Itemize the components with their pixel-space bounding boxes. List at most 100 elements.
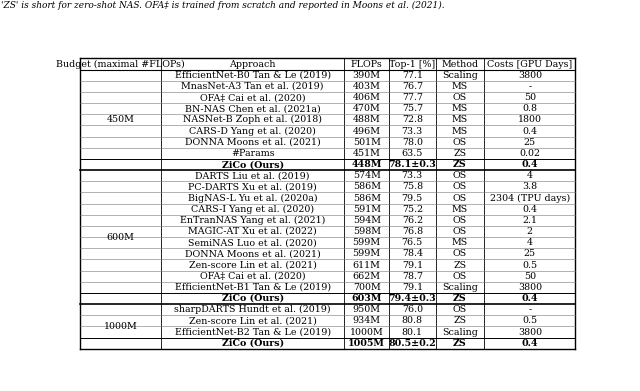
Text: MS: MS: [452, 104, 468, 113]
Text: 76.7: 76.7: [402, 82, 423, 91]
Text: OS: OS: [453, 93, 467, 102]
Text: OS: OS: [453, 272, 467, 281]
Text: CARS-D Yang et al. (2020): CARS-D Yang et al. (2020): [189, 126, 316, 136]
Text: 78.4: 78.4: [402, 249, 423, 258]
Text: OFA‡ Cai et al. (2020): OFA‡ Cai et al. (2020): [200, 93, 305, 102]
Text: 501M: 501M: [353, 138, 381, 147]
Text: Top-1 [%]: Top-1 [%]: [389, 59, 435, 68]
Text: 'ZS' is short for zero-shot NAS. OFA‡ is trained from scratch and reported in Mo: 'ZS' is short for zero-shot NAS. OFA‡ is…: [1, 1, 445, 10]
Text: 598M: 598M: [353, 227, 381, 236]
Text: 0.8: 0.8: [522, 104, 538, 113]
Text: 78.0: 78.0: [402, 138, 423, 147]
Text: NASNet-B Zoph et al. (2018): NASNet-B Zoph et al. (2018): [183, 115, 322, 124]
Text: -: -: [528, 305, 531, 314]
Text: 611M: 611M: [353, 260, 381, 269]
Text: 79.1: 79.1: [402, 260, 423, 269]
Text: OS: OS: [453, 138, 467, 147]
Text: 76.8: 76.8: [402, 227, 423, 236]
Text: 950M: 950M: [353, 305, 381, 314]
Text: ZS: ZS: [453, 149, 467, 158]
Text: EnTranNAS Yang et al. (2021): EnTranNAS Yang et al. (2021): [180, 216, 325, 225]
Text: sharpDARTS Hundt et al. (2019): sharpDARTS Hundt et al. (2019): [174, 305, 331, 314]
Text: 1000M: 1000M: [104, 322, 138, 331]
Text: 2304 (TPU days): 2304 (TPU days): [490, 194, 570, 203]
Text: OS: OS: [453, 227, 467, 236]
Text: Zen-score Lin et al. (2021): Zen-score Lin et al. (2021): [189, 316, 317, 325]
Text: ZS: ZS: [453, 294, 467, 303]
Text: 3800: 3800: [518, 71, 542, 80]
Text: DONNA Moons et al. (2021): DONNA Moons et al. (2021): [185, 138, 321, 147]
Text: PC-DARTS Xu et al. (2019): PC-DARTS Xu et al. (2019): [188, 182, 317, 191]
Text: 1800: 1800: [518, 115, 542, 124]
Text: Scaling: Scaling: [442, 71, 478, 80]
Text: 73.3: 73.3: [402, 127, 423, 136]
Text: 77.1: 77.1: [402, 71, 423, 80]
Text: 79.4±0.3: 79.4±0.3: [388, 294, 436, 303]
Text: 75.2: 75.2: [402, 205, 423, 214]
Text: #Params: #Params: [231, 149, 275, 158]
Text: ZS: ZS: [453, 260, 467, 269]
Text: 0.5: 0.5: [522, 260, 538, 269]
Text: 0.4: 0.4: [522, 127, 538, 136]
Text: 603M: 603M: [351, 294, 382, 303]
Text: 78.1±0.3: 78.1±0.3: [388, 160, 436, 169]
Text: 76.0: 76.0: [402, 305, 423, 314]
Text: 0.5: 0.5: [522, 316, 538, 325]
Text: 390M: 390M: [353, 71, 381, 80]
Text: 662M: 662M: [353, 272, 381, 281]
Text: EfficientNet-B1 Tan & Le (2019): EfficientNet-B1 Tan & Le (2019): [175, 283, 331, 292]
Text: 2: 2: [527, 227, 533, 236]
Text: 50: 50: [524, 272, 536, 281]
Text: OS: OS: [453, 182, 467, 191]
Text: 4: 4: [527, 171, 533, 180]
Text: 76.5: 76.5: [402, 238, 423, 247]
Text: 3.8: 3.8: [522, 182, 538, 191]
Text: Scaling: Scaling: [442, 328, 478, 337]
Text: Method: Method: [442, 59, 479, 68]
Text: 586M: 586M: [353, 194, 381, 203]
Text: MS: MS: [452, 82, 468, 91]
Text: EfficientNet-B0 Tan & Le (2019): EfficientNet-B0 Tan & Le (2019): [175, 71, 331, 80]
Text: 0.02: 0.02: [520, 149, 540, 158]
Text: 0.4: 0.4: [522, 339, 538, 348]
Text: 75.7: 75.7: [402, 104, 423, 113]
Text: Costs [GPU Days]: Costs [GPU Days]: [487, 59, 573, 68]
Text: CARS-I Yang et al. (2020): CARS-I Yang et al. (2020): [191, 204, 314, 214]
Text: 451M: 451M: [353, 149, 381, 158]
Text: 599M: 599M: [353, 249, 381, 258]
Text: MS: MS: [452, 115, 468, 124]
Text: 80.8: 80.8: [402, 316, 423, 325]
Text: ZS: ZS: [453, 316, 467, 325]
Text: 470M: 470M: [353, 104, 381, 113]
Text: MnasNet-A3 Tan et al. (2019): MnasNet-A3 Tan et al. (2019): [181, 82, 324, 91]
Text: 77.7: 77.7: [402, 93, 423, 102]
Text: OS: OS: [453, 216, 467, 225]
Text: 76.2: 76.2: [402, 216, 423, 225]
Text: 75.8: 75.8: [402, 182, 423, 191]
Text: Scaling: Scaling: [442, 283, 478, 292]
Text: 496M: 496M: [353, 127, 381, 136]
Text: 1000M: 1000M: [350, 328, 383, 337]
Text: 80.1: 80.1: [402, 328, 423, 337]
Text: Zen-score Lin et al. (2021): Zen-score Lin et al. (2021): [189, 260, 317, 269]
Text: 25: 25: [524, 249, 536, 258]
Text: 600M: 600M: [106, 233, 134, 242]
Text: BigNAS-L Yu et al. (2020a): BigNAS-L Yu et al. (2020a): [188, 194, 317, 203]
Text: 4: 4: [527, 238, 533, 247]
Text: 599M: 599M: [353, 238, 381, 247]
Text: 450M: 450M: [106, 115, 134, 124]
Text: ZiCo (Ours): ZiCo (Ours): [221, 339, 284, 348]
Text: 63.5: 63.5: [402, 149, 423, 158]
Text: 1005M: 1005M: [348, 339, 385, 348]
Text: ZS: ZS: [453, 339, 467, 348]
Text: 403M: 403M: [353, 82, 381, 91]
Text: 700M: 700M: [353, 283, 381, 292]
Text: Approach: Approach: [229, 59, 276, 68]
Text: 25: 25: [524, 138, 536, 147]
Text: 0.4: 0.4: [522, 205, 538, 214]
Text: MS: MS: [452, 238, 468, 247]
Text: 72.8: 72.8: [402, 115, 423, 124]
Text: 591M: 591M: [353, 205, 381, 214]
Text: ZiCo (Ours): ZiCo (Ours): [221, 294, 284, 303]
Text: 0.4: 0.4: [522, 294, 538, 303]
